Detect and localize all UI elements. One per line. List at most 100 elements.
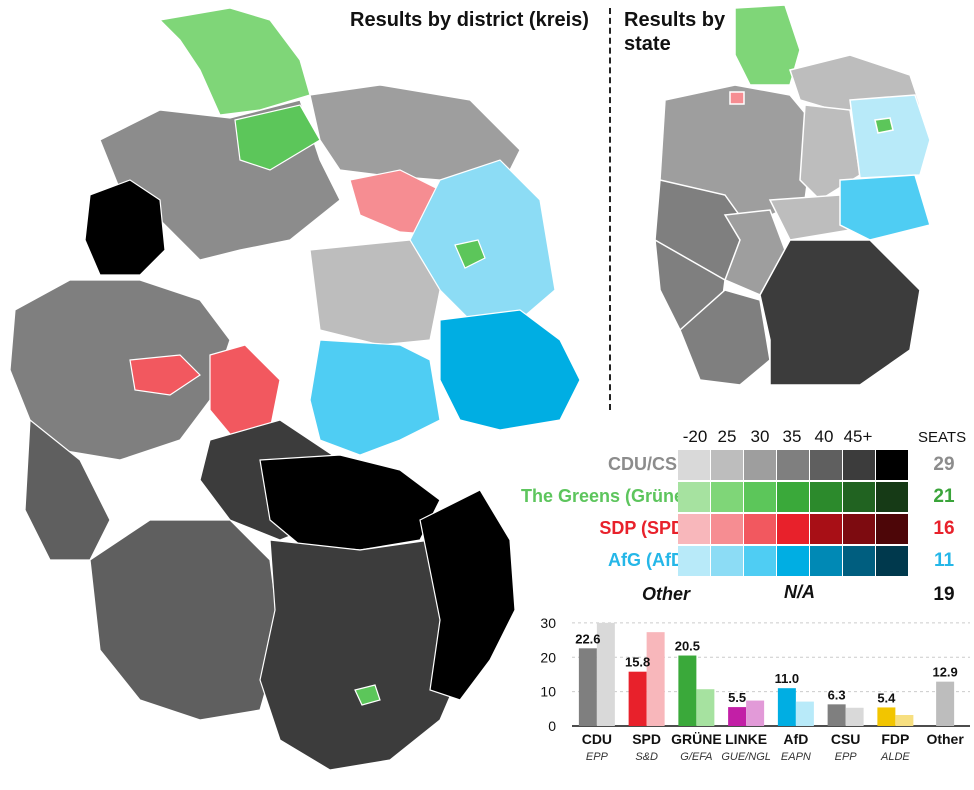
other-na: N/A: [784, 582, 815, 602]
region-emsland-black: [84, 179, 166, 276]
bar-current: [936, 681, 955, 726]
group-label: S&D: [635, 751, 658, 763]
legend-label-cdu: CDU/CSU: [607, 454, 690, 474]
legend-swatch-afd: [678, 546, 710, 576]
legend-swatch-cdu: [711, 450, 743, 480]
legend-label-spd: SDP (SPD): [599, 518, 690, 538]
group-label: EAPN: [781, 751, 811, 763]
color-legend: -20 25 30 35 40 45+ SEATS CDU/CSU 29 The G…: [470, 420, 970, 610]
legend-label-other: Other: [641, 584, 690, 604]
legend-tick: 30: [750, 427, 770, 446]
bar-previous: [746, 700, 765, 726]
data-label: 5.4: [877, 690, 896, 705]
legend-swatch-gruene: [711, 482, 743, 512]
data-label: 15.8: [625, 655, 650, 670]
bar-current: [628, 671, 647, 726]
bar-current: [678, 655, 697, 726]
group-label: EPP: [835, 751, 858, 763]
region-greens-belt: [234, 104, 321, 171]
group-label: G/EFA: [680, 751, 712, 763]
state-map-title: Results by state: [624, 9, 726, 55]
state-saxony: [839, 174, 931, 241]
region-berlin: [454, 239, 486, 269]
group-label: GUE/NGL: [721, 751, 771, 763]
state-bremen: [729, 91, 745, 105]
category-label: GRÜNE: [671, 731, 722, 747]
region-south: [89, 454, 516, 771]
region-nrw: [9, 279, 231, 461]
data-label: 11.0: [775, 671, 800, 686]
legend-swatch-cdu: [777, 450, 809, 480]
category-label: SPD: [632, 731, 661, 747]
legend-tick: 45+: [843, 427, 873, 446]
legend-swatch-spd: [678, 514, 710, 544]
state-brandenburg: [849, 94, 931, 179]
region-middle: [9, 239, 581, 561]
category-label: CDU: [582, 731, 612, 747]
region-bavaria-east: [419, 489, 516, 701]
category-label: AfD: [783, 731, 808, 747]
legend-swatch-cdu: [678, 450, 710, 480]
legend-swatch-gruene: [777, 482, 809, 512]
legend-swatch-gruene: [810, 482, 842, 512]
group-label: EPP: [586, 751, 609, 763]
legend-swatch-gruene: [744, 482, 776, 512]
legend-swatch-gruene: [843, 482, 875, 512]
legend-swatch-spd: [711, 514, 743, 544]
legend-swatch-spd: [876, 514, 908, 544]
data-label: 6.3: [828, 687, 846, 702]
category-label: Other: [926, 731, 964, 747]
legend-tick: 25: [717, 427, 737, 446]
legend-swatch-gruene: [678, 482, 710, 512]
legend-tick: 35: [782, 427, 802, 446]
legend-label-afd: AfG (AfD): [608, 550, 690, 570]
region-north: [84, 7, 556, 321]
y-tick-label: 0: [548, 718, 556, 734]
region-bavaria-north: [259, 454, 441, 551]
bar-current: [827, 704, 846, 726]
region-ruhr-spd: [129, 354, 201, 396]
legend-swatch-afd: [777, 546, 809, 576]
y-tick-label: 10: [540, 684, 556, 700]
district-map-title: Results by district (kreis): [350, 9, 589, 31]
category-label: LINKE: [725, 731, 767, 747]
data-label: 22.6: [575, 631, 600, 646]
seats-header: SEATS: [918, 429, 967, 446]
region-thuringia: [309, 239, 441, 346]
bar-previous: [696, 689, 715, 726]
bar-current: [578, 648, 597, 726]
region-schleswig-holstein: [158, 7, 311, 116]
legend-swatch-cdu: [876, 450, 908, 480]
region-bavaria: [259, 539, 471, 771]
legend-label-gruene: The Greens (Grüne): [520, 486, 690, 506]
region-munich-greens: [354, 684, 381, 706]
data-label: 20.5: [675, 639, 700, 654]
legend-swatch-cdu: [843, 450, 875, 480]
bar-previous: [596, 622, 615, 726]
bar-current: [777, 688, 796, 726]
state-map: [654, 4, 931, 386]
legend-swatch-cdu: [810, 450, 842, 480]
bar-current: [728, 707, 747, 726]
state-thuringia: [768, 194, 851, 241]
bar-previous: [795, 701, 814, 726]
legend-swatch-afd: [876, 546, 908, 576]
y-tick-label: 30: [540, 615, 556, 631]
legend-swatch-spd: [777, 514, 809, 544]
group-label: ALDE: [880, 751, 910, 763]
legend-tick: -20: [682, 427, 708, 446]
region-bw: [89, 519, 281, 721]
seats-cdu: 29: [933, 454, 955, 475]
data-label: 5.5: [728, 690, 746, 705]
map-divider: [609, 8, 611, 410]
region-thuringia-afd: [309, 339, 441, 456]
bar-chart-svg: 0 10 20 30 22.6 CDU EPP 15.8 SPD S&D 20.5 GRÜNE G/EF…: [540, 615, 970, 763]
state-schleswig-holstein: [734, 4, 801, 86]
seats-spd: 16: [933, 518, 955, 539]
district-map: [9, 7, 581, 771]
y-tick-label: 20: [540, 649, 556, 665]
legend-swatch-afd: [810, 546, 842, 576]
bar-previous: [895, 715, 914, 726]
legend-tick: 40: [814, 427, 834, 446]
legend-swatch-afd: [744, 546, 776, 576]
